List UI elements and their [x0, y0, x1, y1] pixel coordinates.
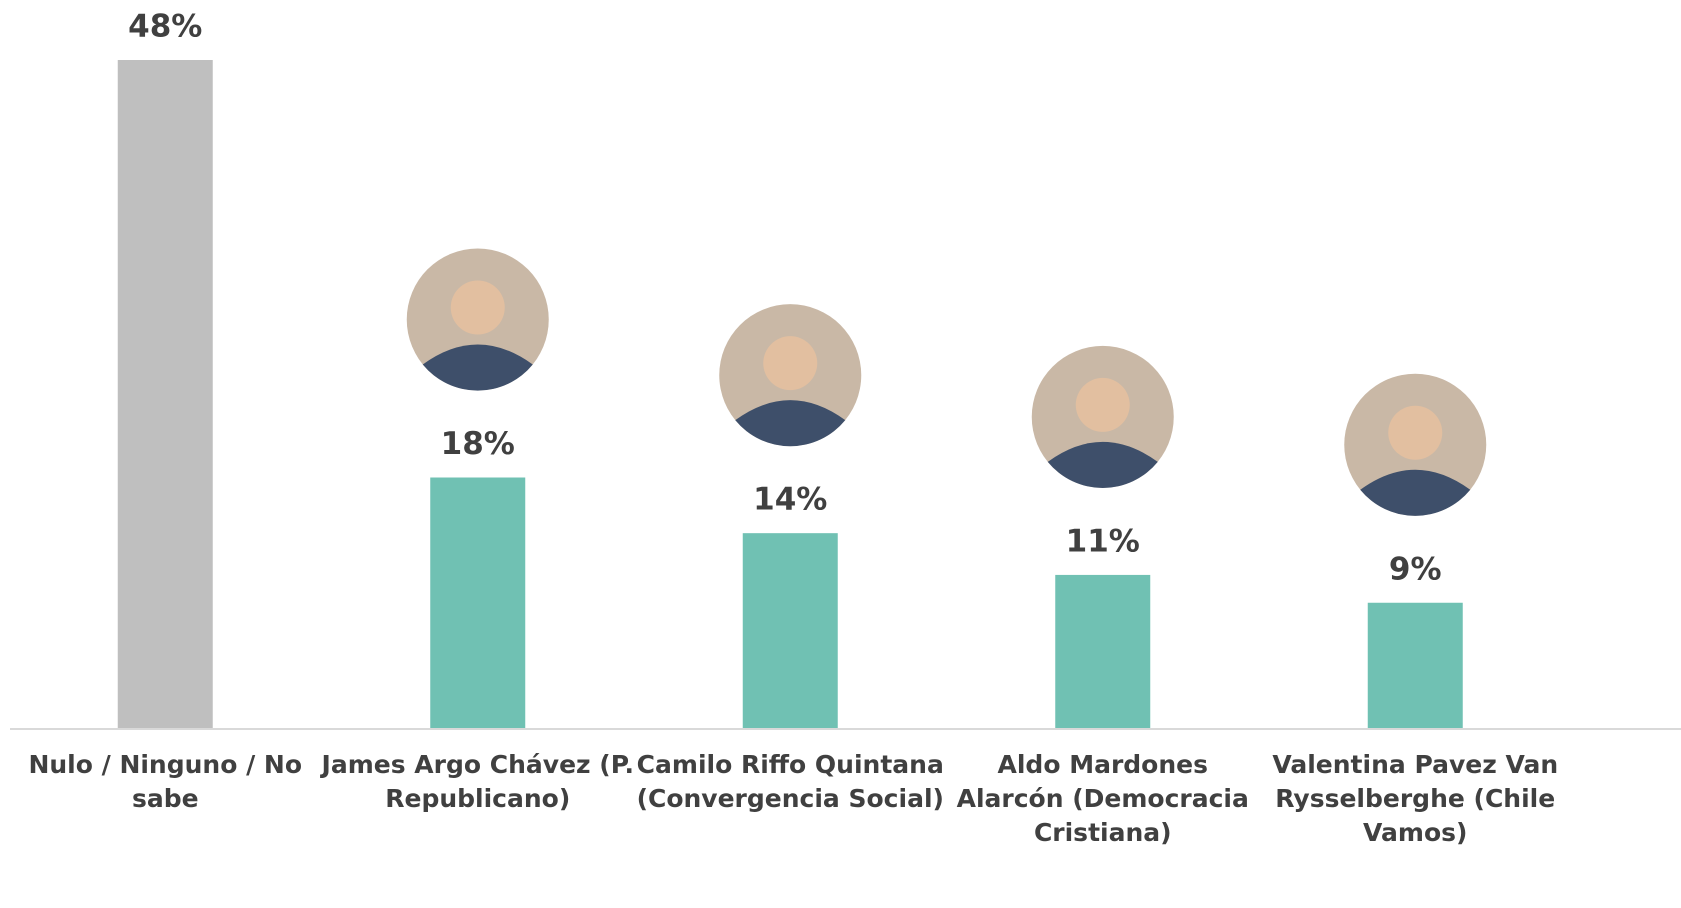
x-tick-label: Valentina Pavez Van Rysselberghe (Chile …: [1255, 748, 1575, 850]
photo-head: [1388, 406, 1442, 460]
x-tick-label: James Argo Chávez (P. Republicano): [318, 748, 638, 816]
bar: [430, 478, 525, 729]
chart: 48% 18% 14% 11% 9% Nulo / Ninguno / No sabeJ…: [0, 0, 1681, 908]
value-label: 48%: [128, 9, 202, 45]
value-label: 18%: [441, 426, 515, 462]
value-label: 9%: [1389, 551, 1442, 587]
bar: [1055, 575, 1150, 728]
bar: [118, 60, 213, 728]
bar: [743, 533, 838, 728]
photo-head: [451, 281, 505, 335]
photo-head: [763, 336, 817, 390]
x-tick-label: Nulo / Ninguno / No sabe: [5, 748, 325, 816]
value-label: 14%: [753, 482, 827, 518]
value-label: 11%: [1066, 523, 1140, 559]
bar: [1368, 603, 1463, 728]
photo-head: [1076, 378, 1130, 432]
x-tick-label: Aldo Mardones Alarcón (Democracia Cristi…: [943, 748, 1263, 850]
x-tick-label: Camilo Riffo Quintana (Convergencia Soci…: [630, 748, 950, 816]
